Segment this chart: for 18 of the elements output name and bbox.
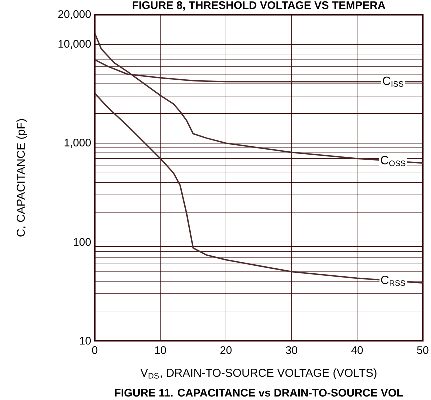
x-tick-label: 50: [417, 346, 429, 354]
series-label: C$_{OSS}$: [381, 156, 406, 166]
x-tick-label: 10: [155, 346, 166, 354]
series-label: C$_{ISS}$: [383, 76, 404, 88]
y-tick-label: 20,000: [58, 10, 92, 20]
y-tick-label: 10: [80, 337, 92, 345]
y-tick-label: 10,000: [58, 40, 92, 50]
x-axis-title: V$_{DS}$, DRAIN-TO-SOURCE VOLTAGE (VOLTS): [140, 368, 377, 380]
y-axis-title: C, CAPACITANCE (pF): [16, 119, 28, 237]
x-tick-label: 30: [286, 346, 298, 354]
series-label: C$_{RSS}$: [381, 276, 406, 286]
x-tick-label: 20: [220, 346, 232, 354]
x-tick-label: 40: [352, 346, 364, 354]
y-tick-label: 100: [74, 238, 92, 246]
y-tick-label: 1,000: [64, 138, 92, 148]
caption: FIGURE 8, THRESHOLD VOLTAGE VS TEMPERA: [132, 2, 386, 11]
text: FIGURE 11. CAPACITANCE vs DRAIN-TO-SOURCE VOL: [115, 389, 404, 397]
x-tick-label: 0: [92, 346, 98, 354]
